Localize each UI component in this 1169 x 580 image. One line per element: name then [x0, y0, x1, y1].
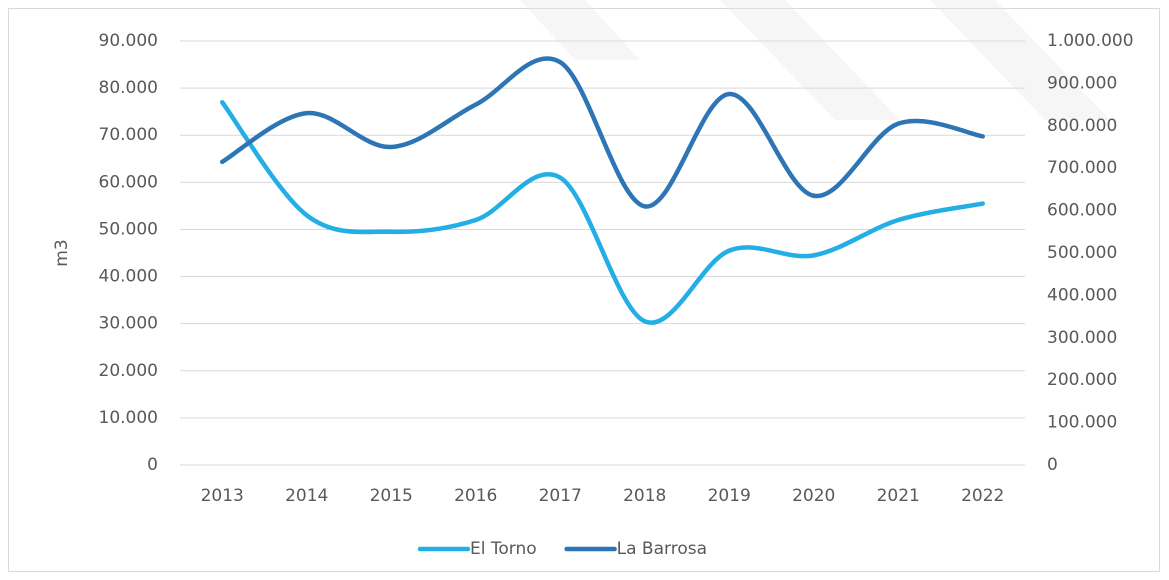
y-axis-label: m3	[52, 239, 72, 266]
y-tick-label: 10.000	[99, 408, 158, 428]
legend-label: La Barrosa	[617, 539, 707, 559]
y-tick-label: 90.000	[99, 31, 158, 51]
y2-tick-label: 600.000	[1047, 201, 1117, 221]
y-tick-label: 80.000	[99, 78, 158, 98]
series-line	[220, 99, 985, 325]
x-tick-label: 2015	[370, 486, 413, 506]
x-tick-label: 2022	[961, 486, 1004, 506]
x-tick-label: 2020	[792, 486, 835, 506]
x-tick-label: 2013	[201, 486, 244, 506]
y-tick-label: 0	[147, 455, 158, 475]
y2-tick-label: 900.000	[1047, 73, 1117, 93]
y-tick-label: 70.000	[99, 125, 158, 145]
y2-tick-label: 100.000	[1047, 413, 1117, 433]
y2-tick-label: 1.000.000	[1047, 31, 1134, 51]
x-tick-label: 2017	[539, 486, 582, 506]
chart-frame	[8, 8, 1160, 572]
series-line	[220, 56, 985, 209]
x-tick-label: 2019	[708, 486, 751, 506]
y-tick-label: 20.000	[99, 361, 158, 381]
legend-label: El Torno	[470, 539, 537, 559]
x-tick-label: 2021	[877, 486, 920, 506]
y2-tick-label: 0	[1047, 455, 1058, 475]
y-tick-label: 50.000	[99, 219, 158, 239]
y-tick-label: 30.000	[99, 314, 158, 334]
y2-tick-label: 200.000	[1047, 370, 1117, 390]
y2-tick-label: 400.000	[1047, 285, 1117, 305]
x-tick-label: 2018	[623, 486, 666, 506]
y2-tick-label: 300.000	[1047, 328, 1117, 348]
y2-tick-label: 500.000	[1047, 243, 1117, 263]
watermark	[520, 0, 1110, 120]
x-tick-label: 2016	[454, 486, 497, 506]
y-tick-label: 40.000	[99, 267, 158, 287]
x-tick-label: 2014	[285, 486, 328, 506]
y-tick-label: 60.000	[99, 172, 158, 192]
y2-tick-label: 800.000	[1047, 116, 1117, 136]
y2-tick-label: 700.000	[1047, 158, 1117, 178]
